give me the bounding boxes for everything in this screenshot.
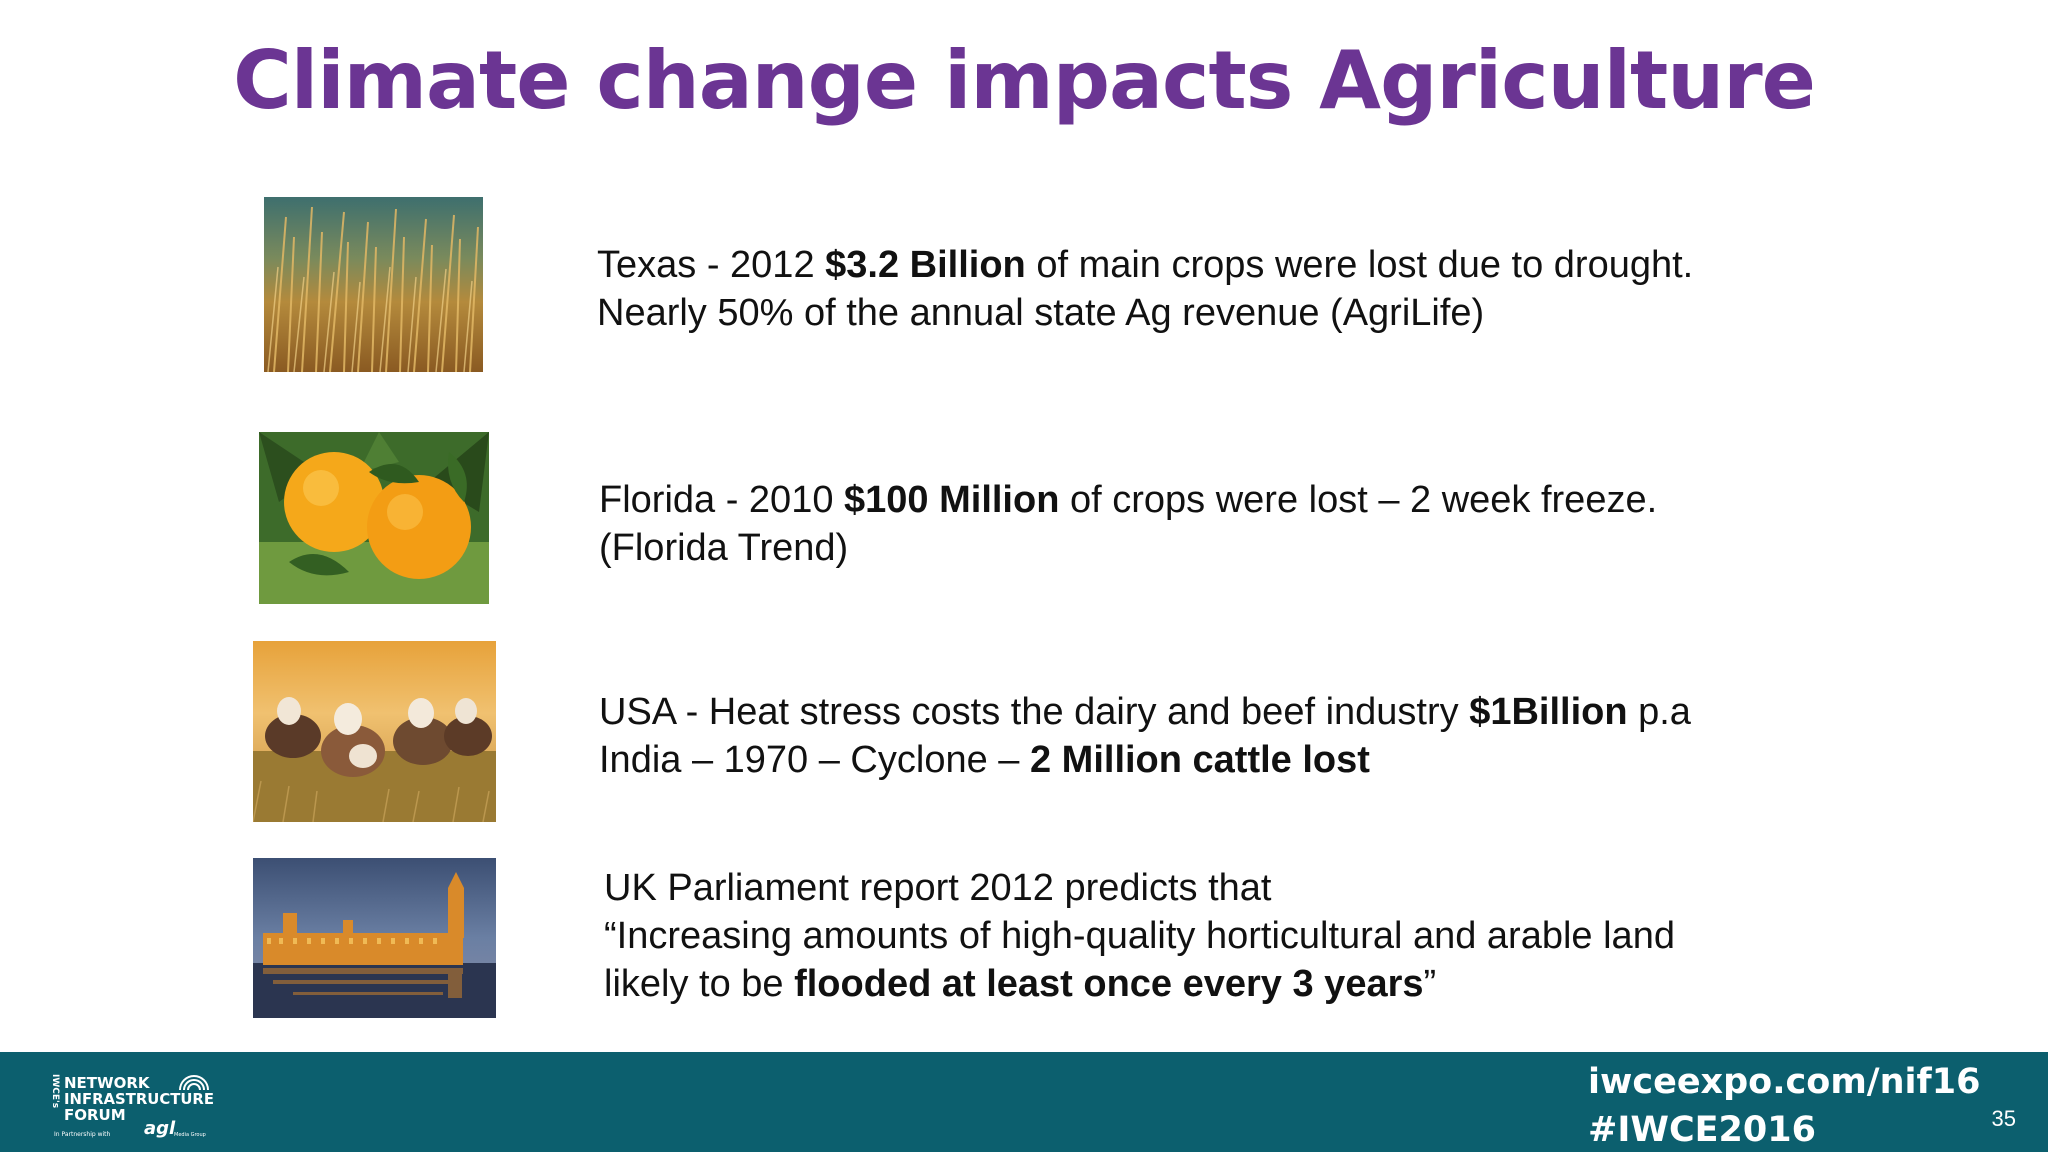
svg-text:FORUM: FORUM [64, 1106, 126, 1124]
svg-text:NETWORK: NETWORK [64, 1074, 151, 1092]
footer-bar: IWCE's NETWORK INFRASTRUCTURE FORUM In P… [0, 1052, 2048, 1152]
network-infrastructure-forum-logo: IWCE's NETWORK INFRASTRUCTURE FORUM In P… [50, 1070, 222, 1142]
svg-text:INFRASTRUCTURE: INFRASTRUCTURE [64, 1090, 214, 1108]
cattle-image [253, 641, 496, 822]
svg-text:IWCE's: IWCE's [52, 1074, 60, 1108]
wheat-field-image [264, 197, 483, 372]
slide-title: Climate change impacts Agriculture [233, 34, 1816, 127]
page-number: 35 [1991, 1106, 2016, 1131]
event-hashtag: #IWCE2016 [1588, 1110, 1816, 1150]
usa-india-text: USA - Heat stress costs the dairy and be… [599, 691, 1691, 781]
svg-text:In Partnership with: In Partnership with [54, 1131, 111, 1138]
svg-text:Media Group: Media Group [174, 1132, 206, 1138]
uk-parliament-text: UK Parliament report 2012 predicts that … [604, 867, 1675, 1005]
florida-text: Florida - 2010 $100 Million of crops wer… [599, 479, 1658, 569]
footer-links: iwceexpo.com/nif16 #IWCE2016 [1588, 1058, 1980, 1154]
oranges-image [259, 432, 489, 604]
texas-text: Texas - 2012 $3.2 Billion of main crops … [597, 244, 1694, 334]
event-url-link[interactable]: iwceexpo.com/nif16 [1588, 1062, 1981, 1102]
parliament-image [253, 858, 496, 1018]
svg-text:agl: agl [144, 1118, 176, 1139]
